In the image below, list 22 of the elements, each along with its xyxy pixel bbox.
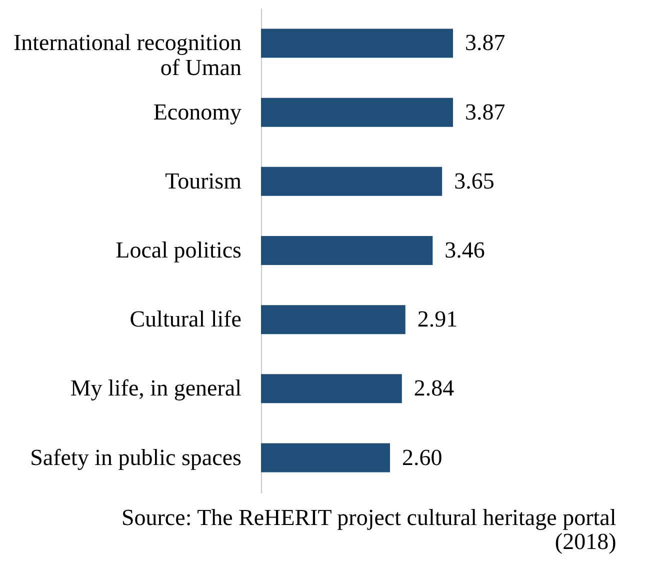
y-tick-label: Safety in public spaces <box>30 444 242 470</box>
y-tick-label: Tourism <box>165 168 242 194</box>
data-label: 3.87 <box>465 99 506 124</box>
bar <box>261 443 390 472</box>
data-label: 2.60 <box>402 444 442 470</box>
bar <box>261 166 442 196</box>
data-label: 2.84 <box>414 376 455 401</box>
bar <box>261 374 402 404</box>
data-label: 3.87 <box>465 30 506 56</box>
source-note: Source: The ReHERIT project cultural heritage portal (2018) <box>121 505 616 554</box>
bar <box>261 236 433 266</box>
bar <box>261 28 453 58</box>
y-tick-label: My life, in general <box>70 376 242 401</box>
data-label: 3.65 <box>454 168 494 194</box>
y-tick-label: Cultural life <box>130 306 242 332</box>
y-tick-label: International recognition of Uman <box>13 30 242 80</box>
bar <box>261 305 406 334</box>
bar <box>261 98 453 127</box>
data-label: 3.46 <box>444 238 485 262</box>
y-tick-label: Economy <box>153 99 242 124</box>
data-label: 2.91 <box>417 306 458 332</box>
y-tick-label: Local politics <box>116 238 242 262</box>
